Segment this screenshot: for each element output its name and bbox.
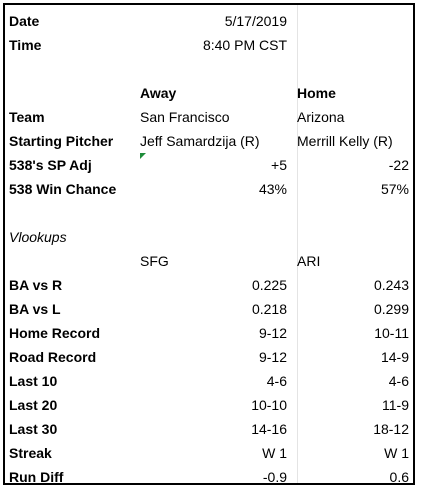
- stat-row[interactable]: Last 10 4-6 4-6: [5, 369, 413, 393]
- stat-home-value[interactable]: 14-9: [380, 349, 409, 365]
- home-sp-adj[interactable]: -22: [388, 157, 409, 173]
- date-label[interactable]: Date: [9, 13, 40, 29]
- time-label[interactable]: Time: [9, 37, 42, 53]
- stat-label[interactable]: Last 10: [9, 373, 58, 389]
- stat-row[interactable]: Run Diff -0.9 0.6: [5, 465, 413, 489]
- stat-away-value[interactable]: W 1: [262, 445, 287, 461]
- stat-label[interactable]: Home Record: [9, 325, 101, 341]
- stat-away-value[interactable]: 14-16: [251, 421, 287, 437]
- away-team-code[interactable]: SFG: [140, 253, 169, 269]
- row-win-chance[interactable]: 538 Win Chance 43% 57%: [5, 177, 413, 201]
- stat-row[interactable]: Streak W 1 W 1: [5, 441, 413, 465]
- stat-row[interactable]: BA vs R 0.225 0.243: [5, 273, 413, 297]
- stat-home-value[interactable]: 0.299: [373, 301, 409, 317]
- stat-home-value[interactable]: 0.6: [389, 469, 409, 485]
- stat-label[interactable]: Road Record: [9, 349, 97, 365]
- stat-label[interactable]: BA vs L: [9, 301, 61, 317]
- stat-label[interactable]: Run Diff: [9, 469, 64, 485]
- row-time[interactable]: Time 8:40 PM CST: [5, 33, 413, 57]
- away-win-chance[interactable]: 43%: [258, 181, 287, 197]
- stat-label[interactable]: Last 30: [9, 421, 58, 437]
- stat-home-value[interactable]: 4-6: [388, 373, 409, 389]
- stat-away-value[interactable]: -0.9: [262, 469, 287, 485]
- home-pitcher[interactable]: Merrill Kelly (R): [297, 133, 393, 149]
- home-win-chance[interactable]: 57%: [380, 181, 409, 197]
- vlookups-label[interactable]: Vlookups: [9, 229, 67, 245]
- team-label[interactable]: Team: [9, 109, 45, 125]
- stat-away-value[interactable]: 4-6: [266, 373, 287, 389]
- away-pitcher[interactable]: Jeff Samardzija (R): [140, 133, 260, 149]
- pitcher-label[interactable]: Starting Pitcher: [9, 133, 114, 149]
- sp-adj-label[interactable]: 538's SP Adj: [9, 157, 92, 173]
- stat-away-value[interactable]: 9-12: [258, 325, 287, 341]
- home-team[interactable]: Arizona: [297, 109, 345, 125]
- stat-away-value[interactable]: 0.225: [251, 277, 287, 293]
- row-headers[interactable]: Away Home: [5, 81, 413, 105]
- away-team[interactable]: San Francisco: [140, 109, 230, 125]
- stat-home-value[interactable]: 0.243: [373, 277, 409, 293]
- stat-away-value[interactable]: 9-12: [258, 349, 287, 365]
- away-sp-adj[interactable]: +5: [271, 157, 287, 173]
- comment-indicator-icon[interactable]: [140, 153, 146, 159]
- away-header[interactable]: Away: [140, 85, 177, 101]
- stat-row[interactable]: Last 20 10-10 11-9: [5, 393, 413, 417]
- date-value[interactable]: 5/17/2019: [224, 13, 287, 29]
- stat-home-value[interactable]: 18-12: [373, 421, 409, 437]
- stat-label[interactable]: Streak: [9, 445, 52, 461]
- row-team-codes[interactable]: SFG ARI: [5, 249, 413, 273]
- win-chance-label[interactable]: 538 Win Chance: [9, 181, 117, 197]
- row-sp-adj[interactable]: 538's SP Adj +5 -22: [5, 153, 413, 177]
- stat-home-value[interactable]: 11-9: [382, 397, 409, 413]
- column-divider: [297, 5, 298, 483]
- stat-label[interactable]: BA vs R: [9, 277, 63, 293]
- row-date[interactable]: Date 5/17/2019: [5, 9, 413, 33]
- stat-away-value[interactable]: 10-10: [251, 397, 287, 413]
- stat-row[interactable]: Home Record 9-12 10-11: [5, 321, 413, 345]
- time-value[interactable]: 8:40 PM CST: [202, 37, 287, 53]
- home-header[interactable]: Home: [297, 85, 336, 101]
- stat-home-value[interactable]: W 1: [384, 445, 409, 461]
- stat-row[interactable]: Road Record 9-12 14-9: [5, 345, 413, 369]
- stat-row[interactable]: Last 30 14-16 18-12: [5, 417, 413, 441]
- stat-label[interactable]: Last 20: [9, 397, 58, 413]
- stat-away-value[interactable]: 0.218: [251, 301, 287, 317]
- spreadsheet-range: Date 5/17/2019 Time 8:40 PM CST Away Hom…: [3, 3, 415, 485]
- home-team-code[interactable]: ARI: [297, 253, 321, 269]
- row-vlookups[interactable]: Vlookups: [5, 225, 413, 249]
- row-team[interactable]: Team San Francisco Arizona: [5, 105, 413, 129]
- stat-row[interactable]: BA vs L 0.218 0.299: [5, 297, 413, 321]
- stat-home-value[interactable]: 10-11: [374, 325, 409, 341]
- row-pitcher[interactable]: Starting Pitcher Jeff Samardzija (R) Mer…: [5, 129, 413, 153]
